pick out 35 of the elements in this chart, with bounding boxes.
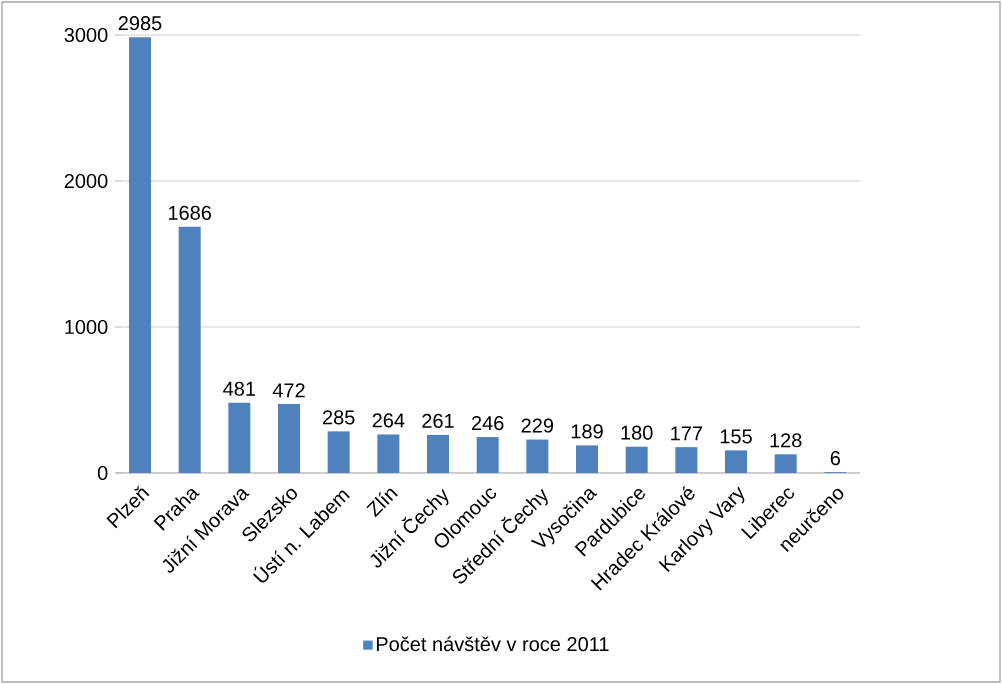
bar [427, 434, 450, 473]
legend-label: Počet návštěv v roce 2011 [376, 636, 609, 652]
bar [228, 402, 251, 473]
data-label: 229 [521, 418, 554, 433]
bar [774, 454, 797, 473]
y-tick-label: 0 [97, 465, 108, 481]
bar [476, 437, 499, 473]
bar [675, 447, 698, 473]
bar [278, 404, 301, 473]
data-label: 246 [471, 415, 504, 431]
bar [178, 226, 201, 473]
bar [377, 434, 400, 473]
data-label: 264 [372, 413, 405, 428]
data-label: 285 [322, 410, 355, 425]
data-label: 177 [671, 426, 703, 441]
data-label: 1686 [168, 205, 212, 220]
y-tick-label: 3000 [64, 27, 108, 43]
bar [625, 446, 648, 473]
data-label: 2985 [118, 16, 162, 31]
data-label: 472 [272, 383, 305, 398]
data-label: 189 [571, 424, 603, 439]
x-tick-label: Zlín [366, 488, 398, 518]
data-label: 6 [830, 451, 841, 466]
data-label: 128 [770, 433, 802, 448]
data-label: 155 [720, 429, 752, 444]
bar [327, 431, 350, 473]
bar [576, 445, 599, 473]
data-label: 481 [223, 381, 256, 396]
bar [129, 37, 152, 473]
bar [725, 450, 748, 473]
bar [526, 439, 549, 473]
data-label: 180 [621, 425, 653, 440]
y-tick-label: 2000 [64, 173, 108, 189]
y-tick-label: 1000 [65, 319, 108, 335]
data-label: 261 [422, 413, 454, 428]
